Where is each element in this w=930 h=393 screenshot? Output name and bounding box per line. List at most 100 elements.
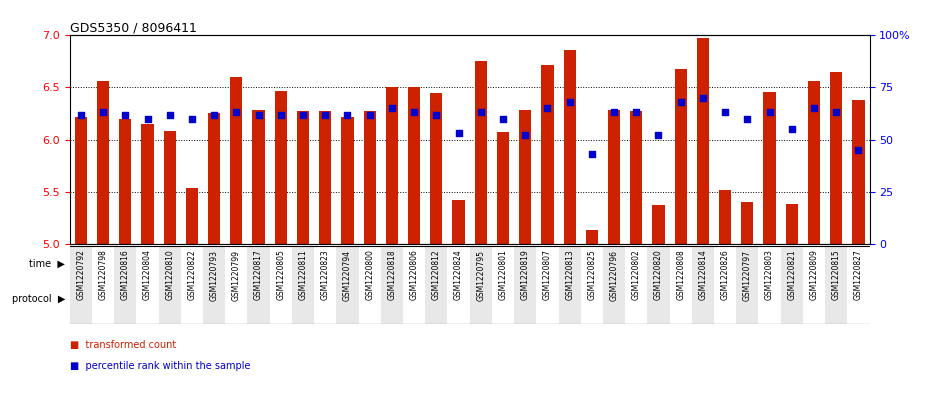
- Text: control: control: [89, 295, 116, 304]
- Text: GSM1220824: GSM1220824: [454, 250, 463, 300]
- Bar: [403, 246, 425, 324]
- Bar: [786, 204, 798, 244]
- Text: GSM1220800: GSM1220800: [365, 250, 374, 300]
- Text: GSM1220798: GSM1220798: [99, 250, 108, 300]
- Bar: [625, 246, 647, 324]
- Bar: [359, 246, 380, 324]
- Text: control: control: [223, 295, 250, 304]
- Bar: [537, 284, 603, 315]
- Bar: [470, 284, 537, 315]
- Text: GSM1220819: GSM1220819: [521, 250, 530, 300]
- Bar: [231, 77, 243, 244]
- Text: GSM1220822: GSM1220822: [188, 250, 196, 300]
- Point: [229, 109, 244, 116]
- Point: [718, 109, 733, 116]
- Text: GSM1220796: GSM1220796: [609, 250, 618, 301]
- Bar: [203, 248, 337, 279]
- Bar: [825, 246, 847, 324]
- Point: [73, 111, 88, 118]
- Text: GSM1220827: GSM1220827: [854, 250, 863, 300]
- Point: [473, 109, 488, 116]
- Point: [606, 109, 621, 116]
- Point: [340, 111, 355, 118]
- Bar: [759, 246, 780, 324]
- Bar: [719, 189, 731, 244]
- Bar: [497, 132, 509, 244]
- Point: [540, 105, 555, 111]
- Text: RB1 depletion: RB1 depletion: [676, 295, 730, 304]
- Bar: [137, 246, 159, 324]
- Text: GSM1220801: GSM1220801: [498, 250, 508, 300]
- Point: [118, 111, 133, 118]
- Bar: [674, 69, 687, 244]
- Bar: [180, 246, 203, 324]
- Bar: [852, 100, 865, 244]
- Text: GSM1220811: GSM1220811: [299, 250, 308, 300]
- Point: [184, 116, 199, 122]
- Text: RB1 depletion: RB1 depletion: [809, 295, 863, 304]
- Point: [162, 111, 177, 118]
- Bar: [737, 246, 759, 324]
- Bar: [447, 246, 470, 324]
- Bar: [608, 110, 620, 244]
- Bar: [737, 248, 870, 279]
- Bar: [186, 189, 198, 244]
- Text: 4 h: 4 h: [394, 258, 412, 268]
- Text: GSM1220825: GSM1220825: [588, 250, 596, 300]
- Text: RB1 depletion: RB1 depletion: [143, 295, 196, 304]
- Point: [273, 111, 288, 118]
- Text: control: control: [356, 295, 383, 304]
- Bar: [803, 246, 825, 324]
- Bar: [337, 284, 403, 315]
- Bar: [492, 246, 514, 324]
- Bar: [470, 246, 492, 324]
- Bar: [337, 248, 470, 279]
- Text: GSM1220793: GSM1220793: [209, 250, 219, 301]
- Bar: [159, 246, 180, 324]
- Bar: [652, 205, 665, 244]
- Text: control: control: [623, 295, 650, 304]
- Bar: [137, 284, 203, 315]
- Text: GSM1220799: GSM1220799: [232, 250, 241, 301]
- Point: [829, 109, 844, 116]
- Bar: [541, 64, 553, 244]
- Point: [629, 109, 644, 116]
- Bar: [203, 284, 270, 315]
- Point: [251, 111, 266, 118]
- Bar: [364, 111, 376, 244]
- Bar: [97, 81, 109, 244]
- Text: GSM1220807: GSM1220807: [543, 250, 551, 300]
- Bar: [603, 284, 670, 315]
- Bar: [92, 246, 114, 324]
- Bar: [247, 246, 270, 324]
- Text: 16 h: 16 h: [658, 258, 682, 268]
- Text: RB1 depletion: RB1 depletion: [276, 295, 330, 304]
- Bar: [119, 119, 131, 244]
- Text: GSM1220797: GSM1220797: [743, 250, 751, 301]
- Text: control: control: [489, 295, 516, 304]
- Bar: [470, 248, 603, 279]
- Bar: [452, 200, 465, 244]
- Text: RB1 depletion: RB1 depletion: [543, 295, 596, 304]
- Point: [496, 116, 511, 122]
- Point: [362, 111, 377, 118]
- Bar: [403, 284, 470, 315]
- Text: ■  percentile rank within the sample: ■ percentile rank within the sample: [70, 361, 250, 371]
- Bar: [270, 246, 292, 324]
- Bar: [274, 90, 287, 244]
- Bar: [431, 93, 443, 244]
- Point: [762, 109, 777, 116]
- Bar: [252, 110, 265, 244]
- Bar: [514, 246, 537, 324]
- Bar: [741, 202, 753, 244]
- Bar: [319, 111, 331, 244]
- Point: [140, 116, 155, 122]
- Text: GSM1220823: GSM1220823: [321, 250, 330, 300]
- Point: [451, 130, 466, 136]
- Bar: [537, 246, 559, 324]
- Text: time  ▶: time ▶: [29, 258, 65, 268]
- Bar: [164, 131, 176, 244]
- Text: 24 h: 24 h: [790, 258, 816, 268]
- Point: [673, 99, 688, 105]
- Bar: [425, 246, 447, 324]
